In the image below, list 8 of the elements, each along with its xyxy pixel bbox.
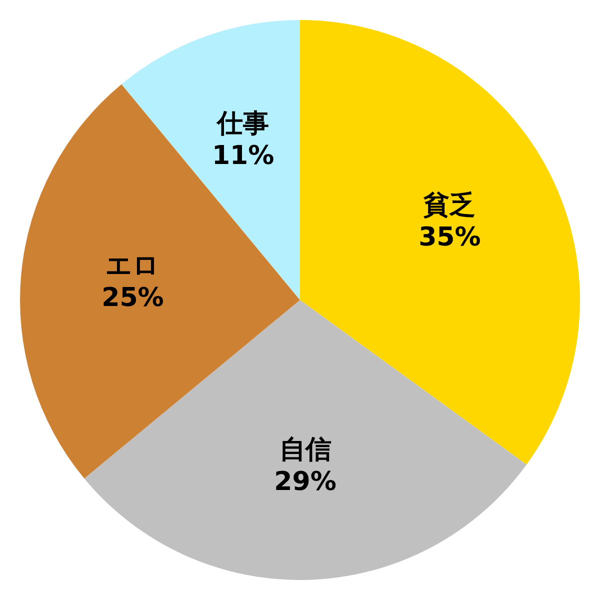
slice-label: 貧乏	[422, 190, 476, 221]
slice-label: エロ	[106, 251, 160, 282]
data-label: 35%	[418, 222, 481, 253]
data-label: 25%	[102, 283, 164, 314]
data-label: 29%	[274, 466, 336, 497]
slice-label: 自信	[279, 434, 332, 465]
slice-label: 仕事	[216, 108, 270, 139]
data-label: 11%	[212, 140, 274, 171]
